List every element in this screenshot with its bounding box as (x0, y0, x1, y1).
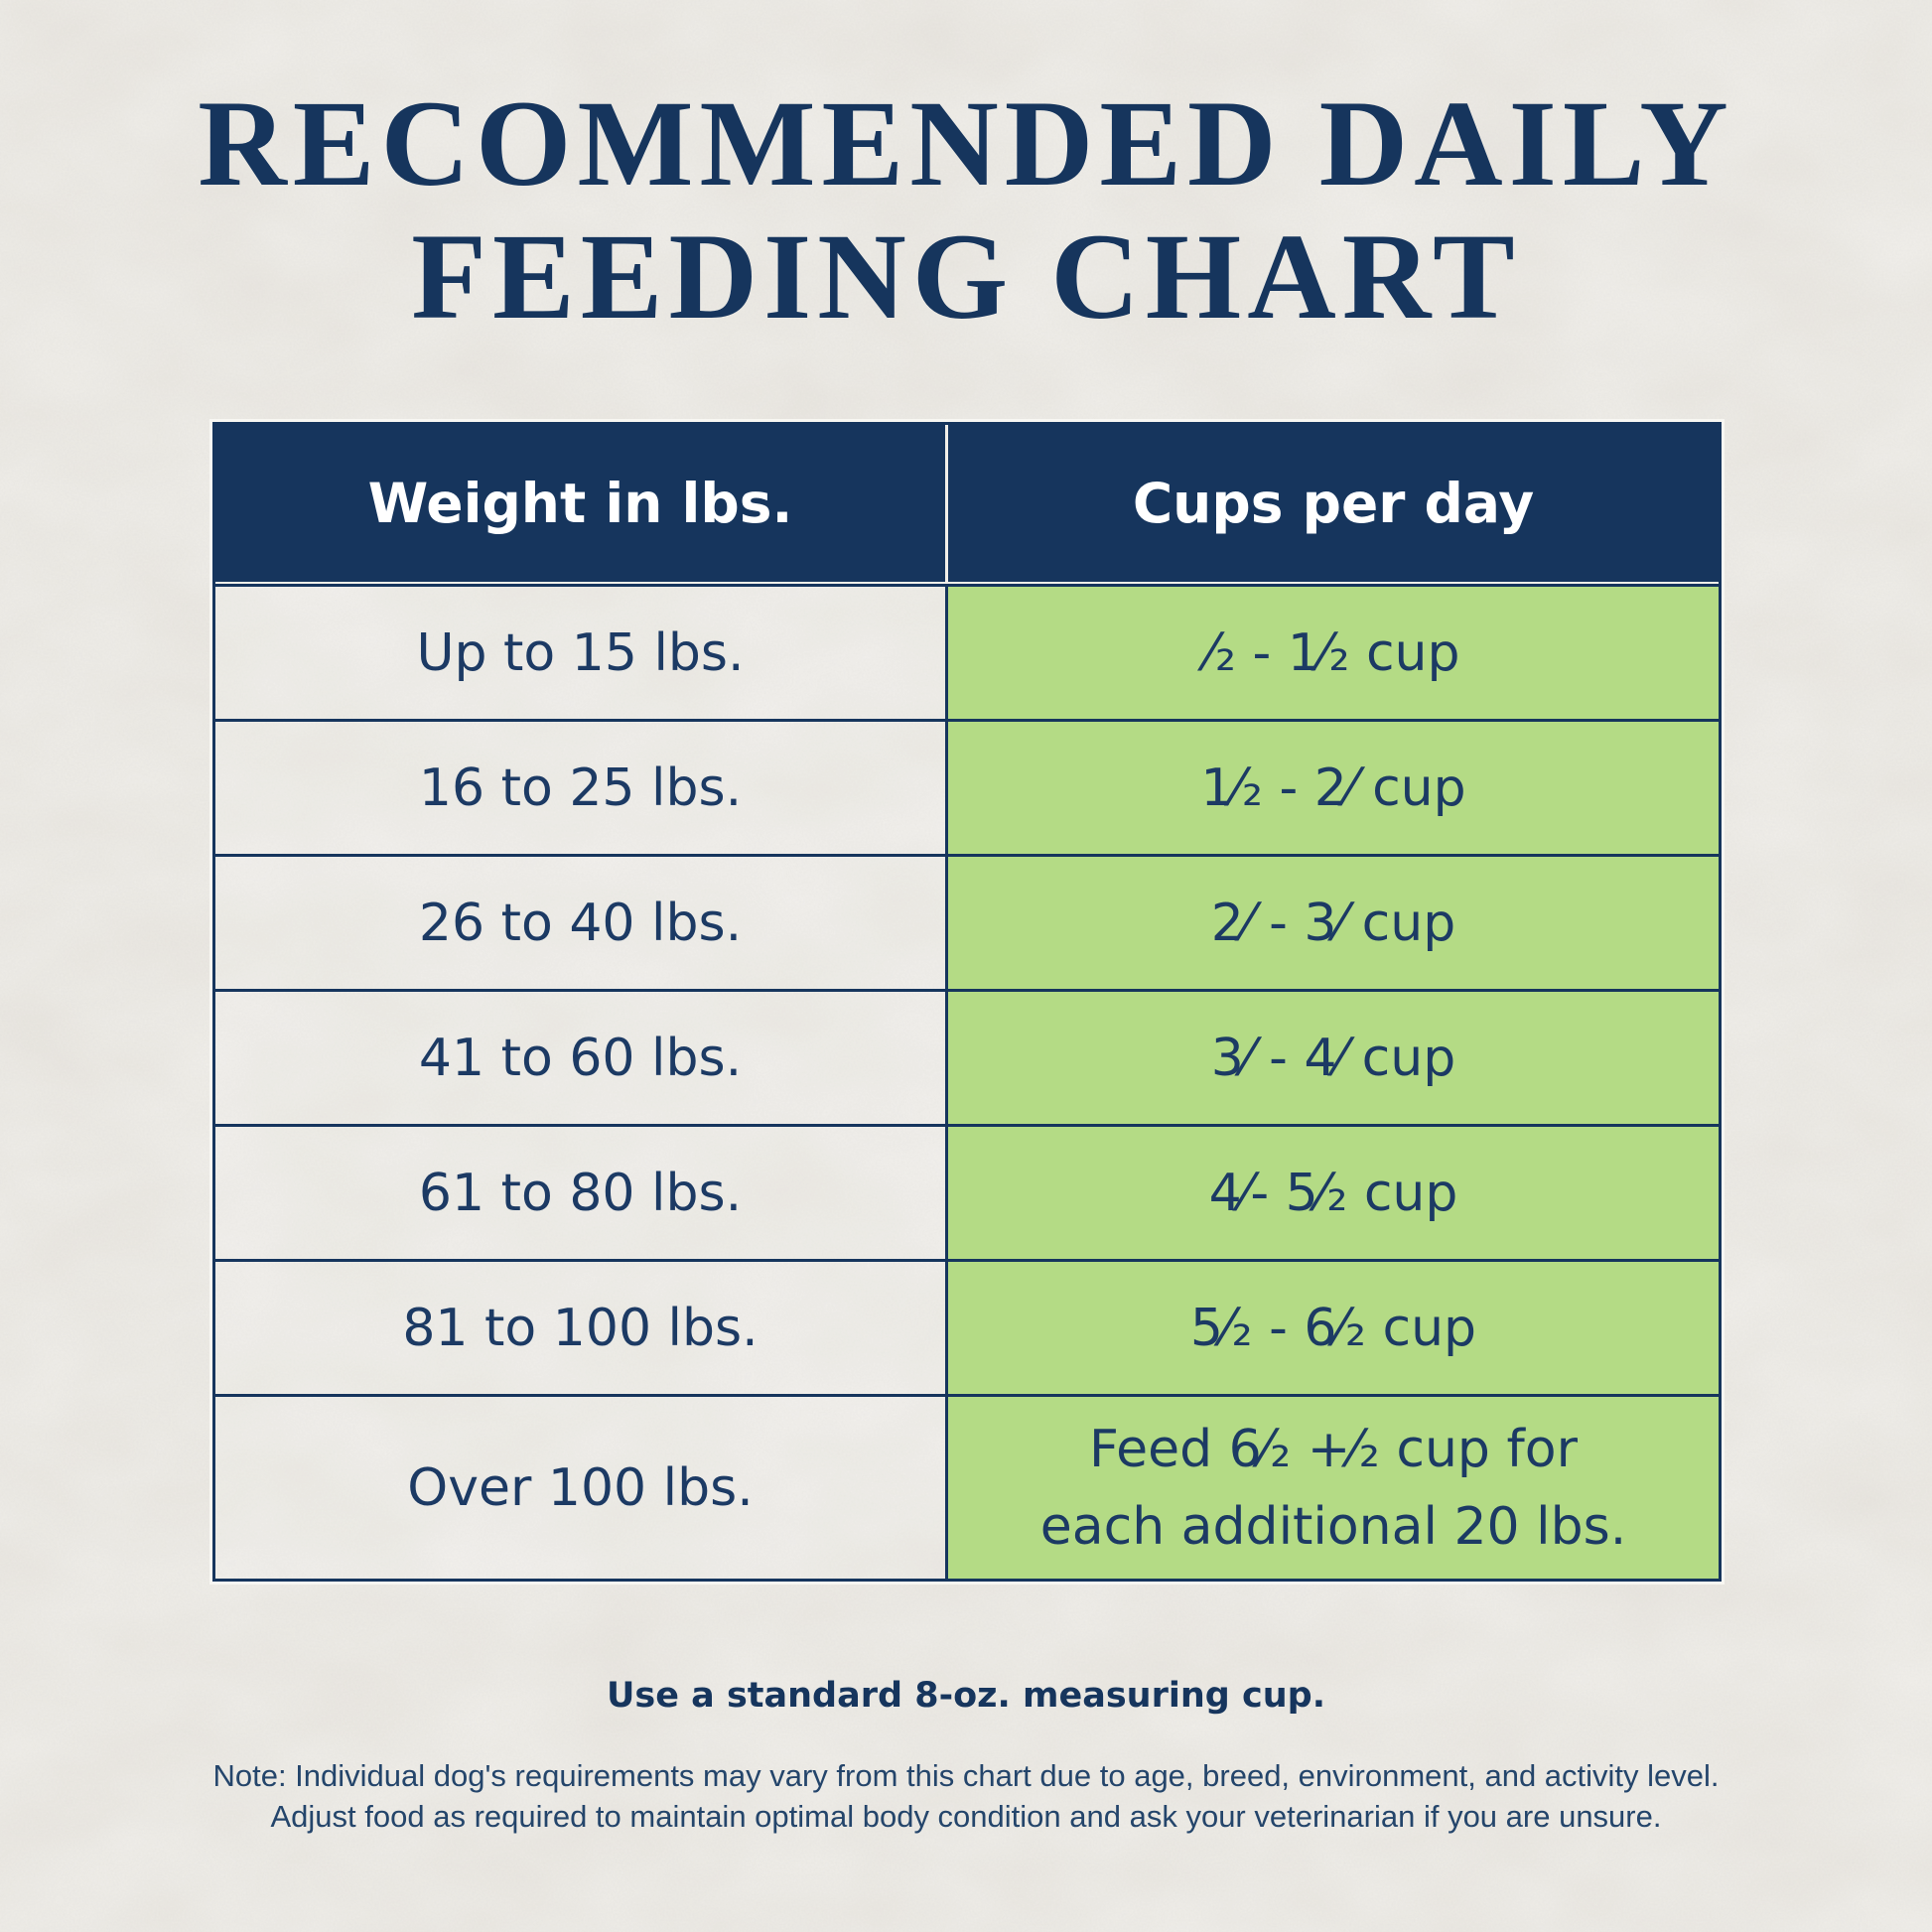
table-row: 26 to 40 lbs. 2⁄ - 3⁄ cup (215, 854, 1719, 989)
cups-cell: 3⁄ - 4⁄ cup (948, 992, 1719, 1124)
feeding-table: Weight in lbs. Cups per day Up to 15 lbs… (209, 419, 1725, 1585)
cups-cell: ⁄₂ - 1⁄₂ cup (948, 587, 1719, 719)
table-row: Up to 15 lbs. ⁄₂ - 1⁄₂ cup (215, 584, 1719, 719)
disclaimer-line-1: Note: Individual dog's requirements may … (212, 1758, 1720, 1793)
cups-cell: 4⁄- 5⁄₂ cup (948, 1127, 1719, 1259)
cups-cell: 2⁄ - 3⁄ cup (948, 857, 1719, 989)
title-line-2: FEEDING CHART (411, 208, 1521, 345)
table-row: Over 100 lbs. Feed 6⁄₂ +⁄₂ cup for each … (215, 1394, 1719, 1579)
measuring-cup-note: Use a standard 8-oz. measuring cup. (606, 1676, 1326, 1716)
table-header-row: Weight in lbs. Cups per day (215, 425, 1719, 584)
weight-cell: 81 to 100 lbs. (215, 1262, 948, 1394)
weight-cell: Over 100 lbs. (215, 1397, 948, 1579)
cups-cell: Feed 6⁄₂ +⁄₂ cup for each additional 20 … (948, 1397, 1719, 1579)
weight-cell: 16 to 25 lbs. (215, 722, 948, 854)
weight-cell: Up to 15 lbs. (215, 587, 948, 719)
disclaimer-note: Note: Individual dog's requirements may … (0, 1755, 1932, 1837)
cups-cell: 1⁄₂ - 2⁄ cup (948, 722, 1719, 854)
column-header-weight: Weight in lbs. (215, 425, 948, 582)
table-row: 16 to 25 lbs. 1⁄₂ - 2⁄ cup (215, 719, 1719, 854)
page-title: RECOMMENDED DAILY FEEDING CHART (0, 77, 1932, 344)
weight-cell: 41 to 60 lbs. (215, 992, 948, 1124)
disclaimer-line-2: Adjust food as required to maintain opti… (270, 1799, 1662, 1834)
weight-cell: 26 to 40 lbs. (215, 857, 948, 989)
table-row: 61 to 80 lbs. 4⁄- 5⁄₂ cup (215, 1124, 1719, 1259)
cups-cell: 5⁄₂ - 6⁄₂ cup (948, 1262, 1719, 1394)
weight-cell: 61 to 80 lbs. (215, 1127, 948, 1259)
column-header-cups: Cups per day (1132, 472, 1535, 535)
table-row: 41 to 60 lbs. 3⁄ - 4⁄ cup (215, 989, 1719, 1124)
table-row: 81 to 100 lbs. 5⁄₂ - 6⁄₂ cup (215, 1259, 1719, 1394)
title-line-1: RECOMMENDED DAILY (198, 75, 1734, 211)
